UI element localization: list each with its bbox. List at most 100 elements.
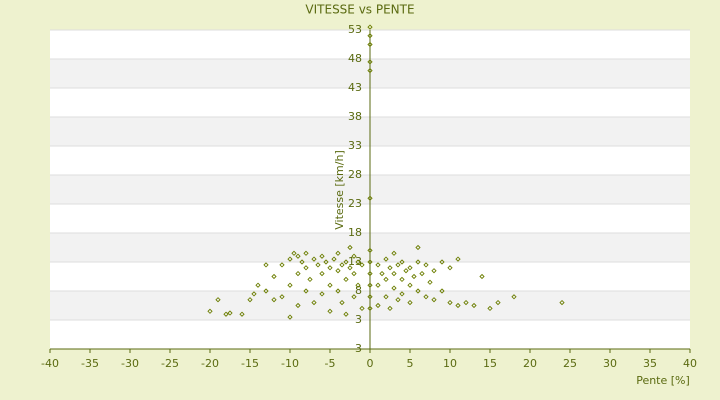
point bbox=[395, 297, 401, 303]
y-tick-label: 48 bbox=[348, 52, 362, 65]
point bbox=[559, 299, 565, 306]
point bbox=[375, 302, 381, 309]
point bbox=[407, 265, 413, 271]
point bbox=[347, 265, 353, 271]
point bbox=[319, 270, 325, 277]
point bbox=[343, 311, 349, 317]
point bbox=[387, 265, 393, 271]
point bbox=[347, 244, 353, 251]
point bbox=[383, 256, 389, 262]
point bbox=[427, 279, 433, 285]
point bbox=[511, 294, 517, 300]
point bbox=[407, 299, 413, 306]
point bbox=[343, 276, 349, 283]
point bbox=[387, 305, 393, 312]
y-axis-label: Vitesse [km/h] bbox=[333, 150, 346, 230]
point bbox=[355, 259, 361, 265]
x-tick-label: -40 bbox=[41, 357, 59, 370]
point bbox=[343, 259, 349, 265]
point bbox=[263, 288, 269, 294]
point bbox=[215, 297, 221, 303]
point bbox=[367, 305, 373, 312]
point bbox=[463, 299, 469, 306]
x-tick-label: -30 bbox=[121, 357, 139, 370]
x-tick-label: 25 bbox=[563, 357, 577, 370]
point bbox=[391, 270, 397, 277]
point bbox=[263, 262, 269, 268]
point bbox=[207, 308, 213, 314]
point bbox=[411, 273, 417, 280]
point bbox=[471, 302, 477, 309]
x-tick-label: 10 bbox=[443, 357, 457, 370]
point bbox=[367, 259, 373, 265]
point bbox=[279, 262, 285, 268]
x-tick-label: -10 bbox=[281, 357, 299, 370]
y-tick-label: 23 bbox=[348, 197, 362, 210]
point bbox=[287, 256, 293, 262]
point bbox=[367, 195, 373, 201]
point bbox=[431, 268, 437, 274]
point bbox=[331, 256, 337, 262]
y-tick-label: 33 bbox=[348, 139, 362, 152]
point bbox=[355, 282, 361, 288]
point bbox=[311, 256, 317, 262]
point bbox=[295, 253, 301, 259]
point bbox=[315, 262, 321, 268]
point bbox=[375, 262, 381, 268]
y-tick-label: 3 bbox=[355, 342, 362, 355]
point bbox=[251, 291, 257, 297]
point bbox=[247, 297, 253, 303]
y-tick-label: 43 bbox=[348, 81, 362, 94]
point bbox=[439, 259, 445, 265]
point bbox=[351, 253, 357, 259]
point bbox=[287, 314, 293, 320]
point bbox=[367, 270, 373, 277]
point bbox=[227, 310, 233, 316]
x-tick-label: 40 bbox=[683, 357, 697, 370]
point bbox=[271, 273, 277, 280]
point bbox=[367, 294, 373, 300]
point bbox=[495, 299, 501, 306]
point bbox=[367, 33, 373, 39]
point bbox=[279, 294, 285, 300]
point bbox=[359, 262, 365, 268]
x-tick-label: 15 bbox=[483, 357, 497, 370]
point bbox=[391, 250, 397, 256]
x-tick-label: -20 bbox=[201, 357, 219, 370]
point bbox=[487, 305, 493, 312]
point bbox=[327, 282, 333, 288]
point bbox=[271, 297, 277, 303]
point bbox=[367, 247, 373, 254]
point bbox=[339, 299, 345, 306]
point bbox=[375, 282, 381, 288]
y-tick-label: 8 bbox=[355, 284, 362, 297]
point bbox=[295, 302, 301, 309]
point bbox=[367, 59, 373, 65]
point bbox=[255, 282, 261, 288]
point bbox=[383, 276, 389, 283]
x-tick-label: -25 bbox=[161, 357, 179, 370]
point bbox=[223, 311, 229, 317]
point bbox=[447, 299, 453, 306]
point bbox=[439, 288, 445, 294]
point bbox=[303, 250, 309, 256]
point bbox=[323, 259, 329, 265]
x-tick-label: 5 bbox=[407, 357, 414, 370]
point bbox=[367, 24, 373, 30]
point bbox=[415, 244, 421, 251]
point bbox=[419, 270, 425, 277]
point bbox=[335, 268, 341, 274]
chart-title: VITESSE vs PENTE bbox=[305, 3, 414, 17]
y-tick-label: 3 bbox=[355, 313, 362, 326]
point bbox=[239, 311, 245, 317]
point bbox=[455, 256, 461, 262]
point bbox=[399, 259, 405, 265]
point bbox=[431, 297, 437, 303]
point bbox=[303, 288, 309, 294]
point bbox=[399, 291, 405, 297]
point bbox=[335, 250, 341, 256]
point bbox=[359, 305, 365, 312]
point bbox=[415, 259, 421, 265]
y-tick-label: 28 bbox=[348, 168, 362, 181]
